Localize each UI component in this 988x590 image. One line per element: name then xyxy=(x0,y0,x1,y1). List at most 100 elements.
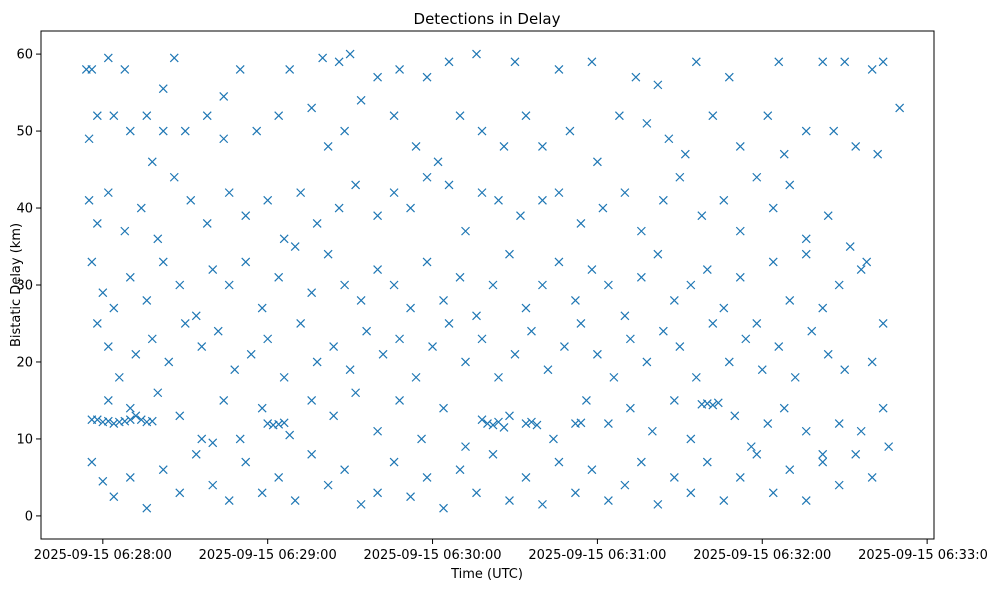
data-point xyxy=(554,65,564,74)
data-point xyxy=(840,365,850,375)
data-point xyxy=(697,211,707,221)
y-tick-label: 50 xyxy=(16,125,33,140)
data-point xyxy=(477,126,487,136)
x-axis-label: Time (UTC) xyxy=(450,567,523,582)
data-point xyxy=(263,419,273,428)
data-point xyxy=(845,242,855,251)
data-point xyxy=(439,295,448,305)
data-point xyxy=(768,203,778,213)
data-point xyxy=(477,415,487,425)
data-point xyxy=(565,126,575,136)
data-point xyxy=(603,280,613,290)
data-point xyxy=(719,496,729,505)
data-point xyxy=(538,499,547,509)
data-point xyxy=(521,419,531,428)
data-point xyxy=(856,426,866,436)
data-point xyxy=(735,226,745,236)
data-point xyxy=(686,280,696,290)
x-axis: 2025-09-15 06:28:00 2025-09-15 06:29:00 20… xyxy=(34,539,988,563)
data-point xyxy=(175,411,185,421)
data-point xyxy=(246,349,256,359)
data-point xyxy=(158,126,168,136)
data-point xyxy=(560,342,569,352)
data-point xyxy=(202,218,212,228)
data-point xyxy=(114,372,124,382)
data-point xyxy=(257,488,267,498)
data-point xyxy=(669,295,679,305)
data-point xyxy=(433,157,443,167)
data-point xyxy=(224,188,234,198)
data-point xyxy=(92,319,102,328)
data-point xyxy=(752,449,762,459)
y-axis-label: Bistatic Delay (km) xyxy=(9,223,24,347)
data-point xyxy=(224,496,234,505)
data-point xyxy=(318,53,328,63)
data-point xyxy=(208,265,218,275)
data-point xyxy=(642,118,652,128)
data-point xyxy=(576,418,586,428)
data-point xyxy=(356,95,366,105)
data-point xyxy=(224,280,234,290)
data-point xyxy=(510,57,520,67)
data-point xyxy=(614,111,624,121)
data-point xyxy=(521,303,531,313)
data-point xyxy=(867,357,877,367)
data-point xyxy=(785,465,795,475)
data-point xyxy=(774,57,784,67)
data-point xyxy=(422,472,432,482)
data-point xyxy=(724,72,734,82)
data-point xyxy=(219,396,229,405)
data-point xyxy=(202,111,212,121)
data-point xyxy=(219,134,229,144)
data-point xyxy=(296,319,306,328)
data-point xyxy=(851,142,861,151)
data-point xyxy=(779,149,789,159)
data-point xyxy=(356,499,366,509)
data-point xyxy=(554,257,564,267)
data-point xyxy=(285,430,295,440)
data-point xyxy=(142,111,152,121)
data-point xyxy=(406,303,415,313)
data-point xyxy=(664,134,674,144)
data-point xyxy=(752,172,762,182)
data-point xyxy=(241,211,251,221)
data-point xyxy=(840,57,850,67)
data-point xyxy=(175,280,185,290)
data-point xyxy=(87,257,97,267)
data-point xyxy=(576,319,586,328)
data-point xyxy=(213,326,223,336)
data-point xyxy=(103,342,113,352)
data-point xyxy=(461,226,470,236)
data-point xyxy=(669,472,679,482)
data-point xyxy=(147,334,157,344)
data-point xyxy=(801,126,811,136)
y-axis: 0 10 20 30 40 50 60 xyxy=(16,48,41,524)
data-point xyxy=(422,257,432,267)
data-point xyxy=(323,142,333,151)
data-point xyxy=(702,399,712,408)
data-point xyxy=(483,419,492,428)
data-point xyxy=(719,303,729,313)
data-point xyxy=(87,65,97,74)
data-point xyxy=(439,503,448,513)
data-point xyxy=(444,57,454,67)
data-point xyxy=(153,234,163,244)
data-point xyxy=(587,57,597,67)
data-point xyxy=(307,449,317,459)
data-point xyxy=(510,349,520,359)
data-point xyxy=(340,465,350,475)
data-point xyxy=(768,257,778,267)
data-point xyxy=(235,65,245,74)
data-point xyxy=(411,142,421,151)
data-point xyxy=(598,203,608,213)
data-point xyxy=(208,438,218,448)
data-point xyxy=(340,126,350,136)
data-point xyxy=(461,442,470,452)
data-point xyxy=(488,420,498,430)
data-point xyxy=(774,342,784,352)
data-point xyxy=(191,311,201,321)
data-point xyxy=(84,195,94,205)
data-point xyxy=(488,449,498,459)
data-point xyxy=(120,226,130,236)
data-point xyxy=(444,180,454,190)
